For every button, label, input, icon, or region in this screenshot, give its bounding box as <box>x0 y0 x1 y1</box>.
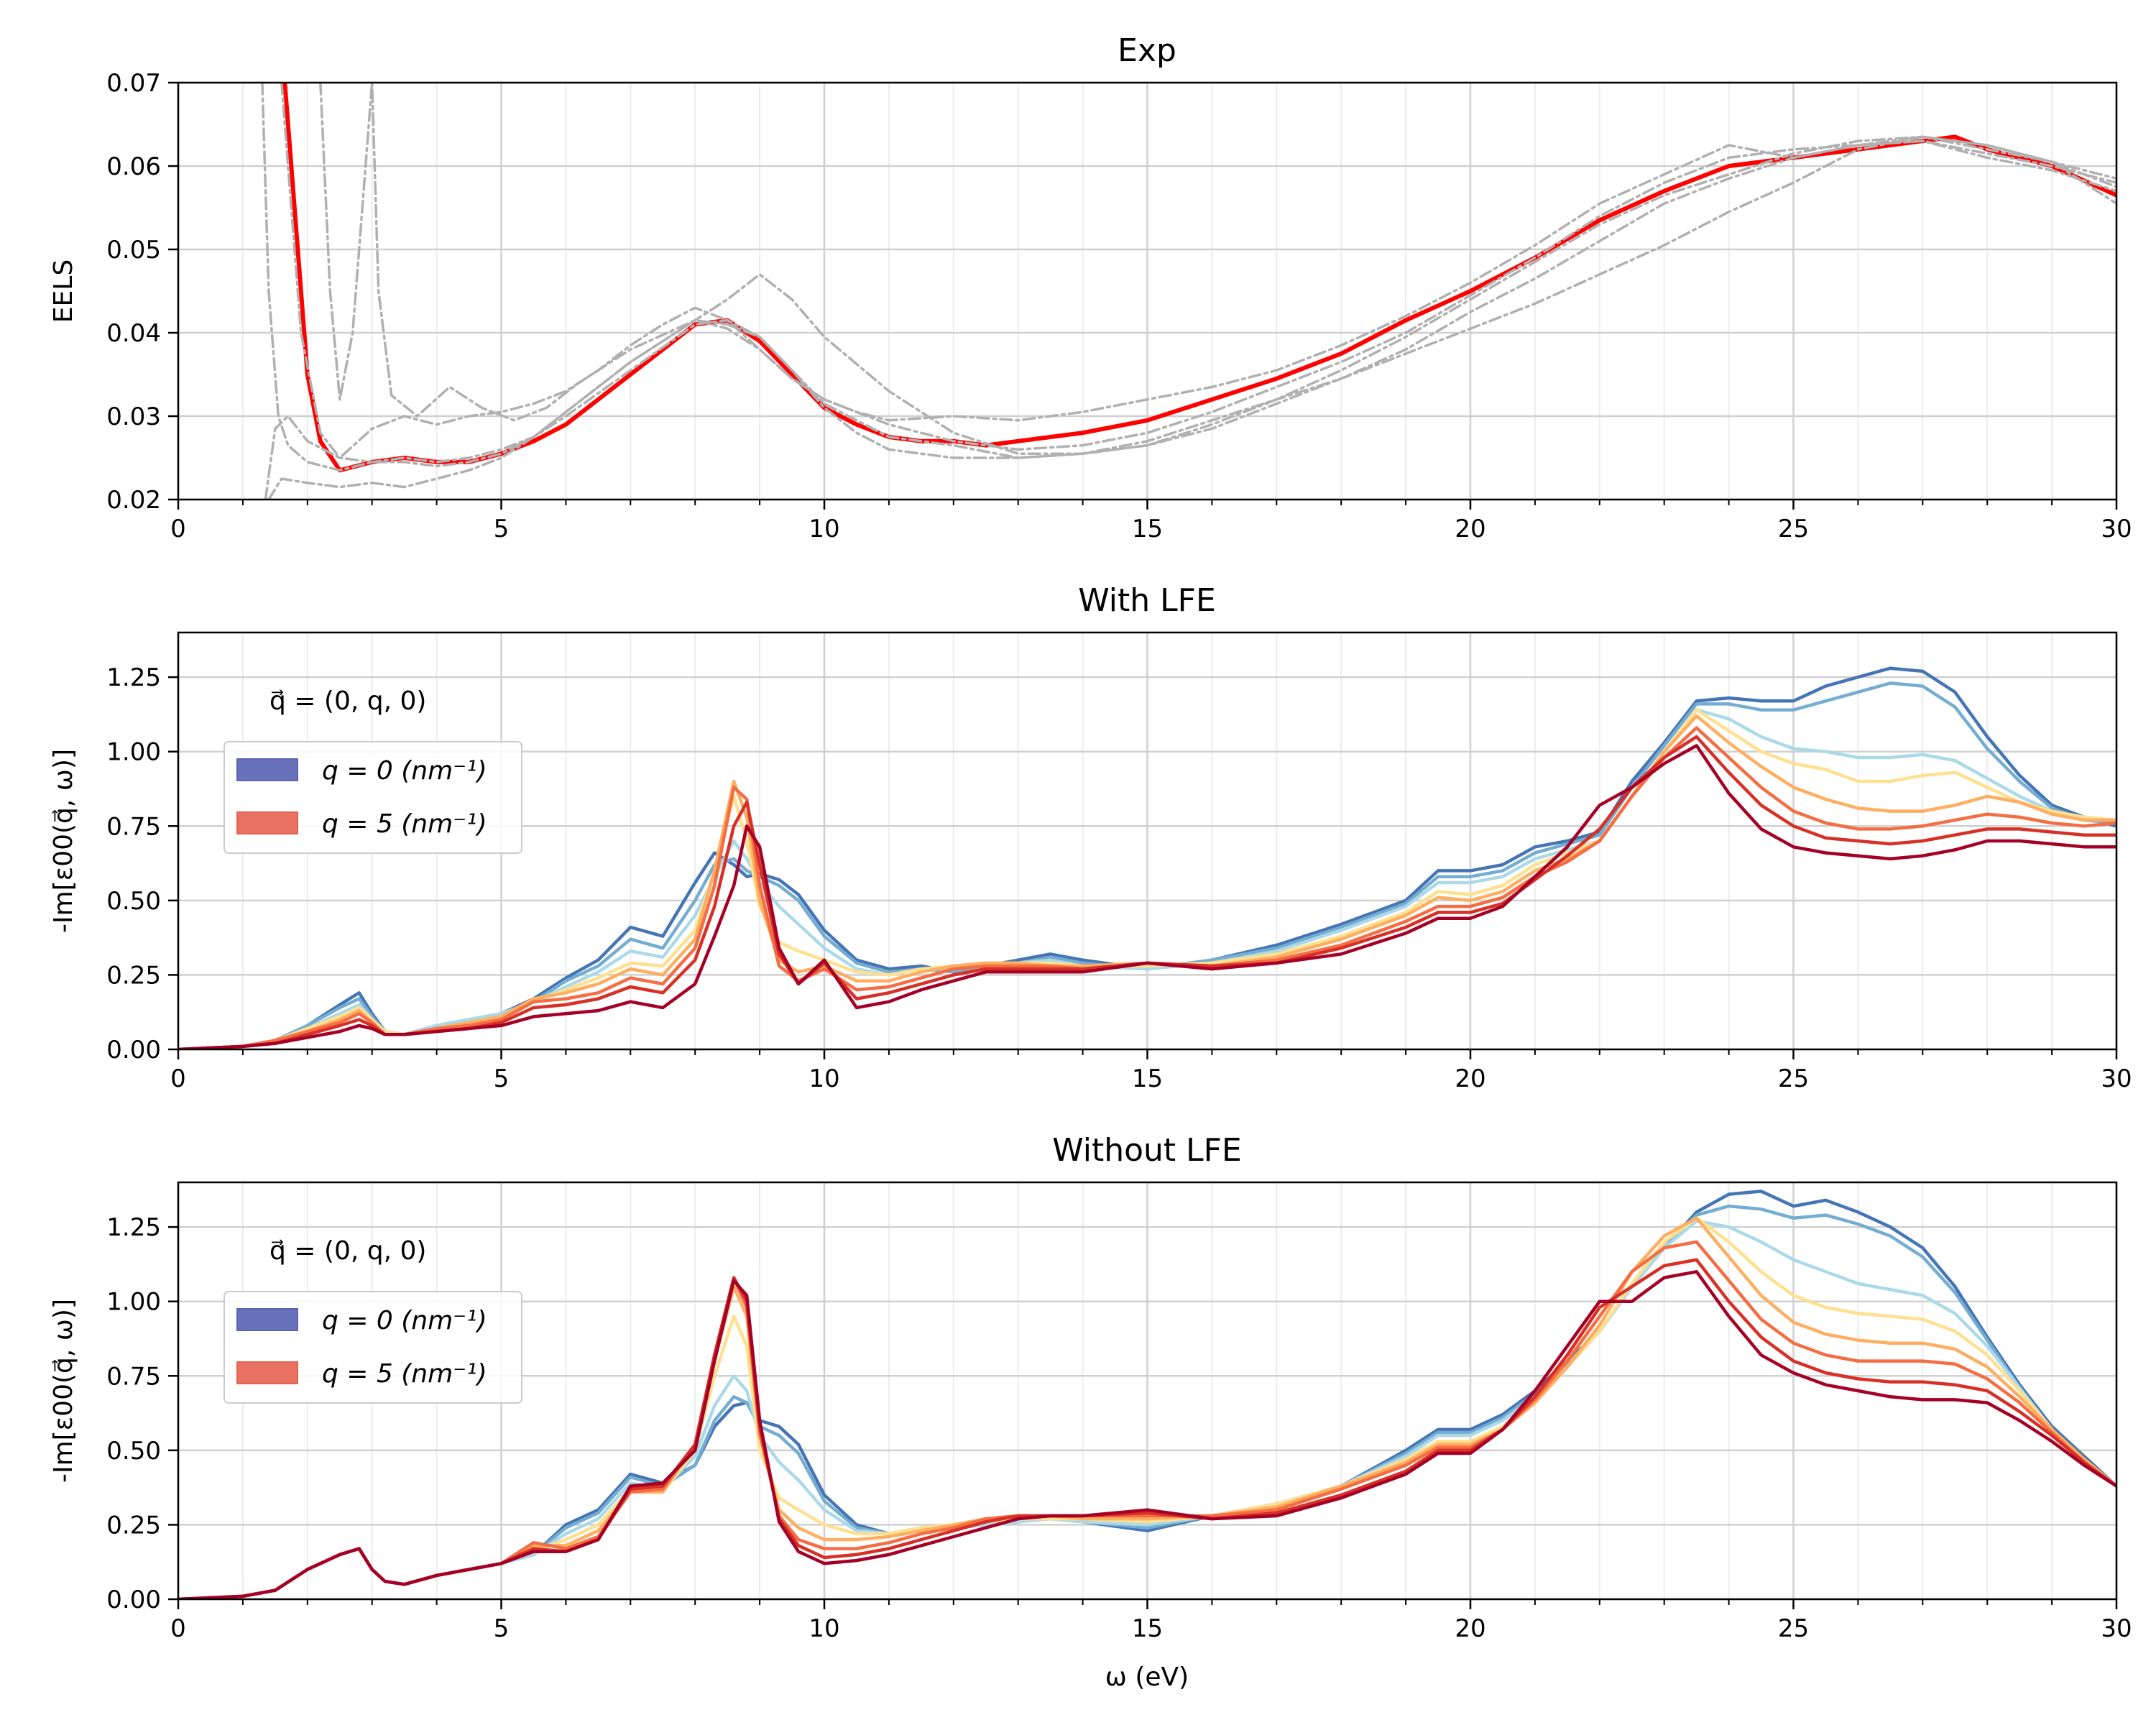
with-lfe-annotation: q⃗ = (0, q, 0) <box>270 686 426 716</box>
legend-label-q5: q = 5 (nm⁻¹) <box>322 809 487 839</box>
exp-series-line-6 <box>319 83 2116 451</box>
with-lfe-legend: q = 0 (nm⁻¹) q = 5 (nm⁻¹) <box>224 741 522 854</box>
with-lfe-ytick-label: 0.50 <box>106 887 161 916</box>
panel-with-lfe: 0 5 10 15 20 25 30 0.00 0.25 0.50 0.75 1.00 1.25 Wit… <box>49 582 2132 1093</box>
without-lfe-legend: q = 0 (nm⁻¹) q = 5 (nm⁻¹) <box>224 1291 522 1404</box>
exp-xtick-label: 20 <box>1455 515 1485 543</box>
exp-xtick-label: 15 <box>1132 515 1163 543</box>
without-lfe-xtick-label: 5 <box>494 1614 510 1643</box>
with-lfe-xtick-label: 0 <box>170 1064 186 1093</box>
exp-ytick-label: 0.02 <box>106 486 161 515</box>
with-lfe-xtick-label: 5 <box>494 1064 510 1093</box>
exp-series-line-3 <box>261 83 2116 472</box>
without-lfe-ytick-label: 1.00 <box>106 1288 161 1317</box>
with-lfe-ticks: 0 5 10 15 20 25 30 0.00 0.25 0.50 0.75 1.00 1.25 <box>106 663 2132 1093</box>
exp-ytick-label: 0.06 <box>106 152 161 181</box>
without-lfe-annotation: q⃗ = (0, q, 0) <box>270 1236 426 1266</box>
exp-series-line-2 <box>264 139 2116 500</box>
legend-label-q5: q = 5 (nm⁻¹) <box>322 1359 487 1389</box>
exp-title: Exp <box>1118 32 1176 69</box>
with-lfe-series-line-6 <box>178 726 2116 1049</box>
without-lfe-title: Without LFE <box>1052 1132 1242 1169</box>
exp-ytick-label: 0.03 <box>106 402 161 431</box>
with-lfe-series-line-8 <box>178 744 2116 1049</box>
with-lfe-xtick-label: 30 <box>2101 1064 2132 1093</box>
legend-label-q0: q = 0 (nm⁻¹) <box>322 1306 487 1335</box>
exp-xtick-label: 30 <box>2101 515 2132 543</box>
panel-without-lfe: 0 5 10 15 20 25 30 0.00 0.25 0.50 0.75 1.00 1.25 Wit… <box>49 1132 2132 1692</box>
exp-grid <box>177 81 2118 501</box>
without-lfe-ytick-label: 0.25 <box>106 1511 161 1540</box>
with-lfe-ylabel: -Im[ε00(q⃗, ω)] <box>49 749 78 933</box>
exp-xtick-label: 10 <box>808 515 839 543</box>
without-lfe-xtick-label: 0 <box>170 1614 186 1643</box>
without-lfe-xtick-label: 20 <box>1455 1614 1485 1643</box>
without-lfe-xtick-label: 25 <box>1778 1614 1809 1643</box>
panel-exp: 0 5 10 15 20 25 30 0.02 0.03 0.04 0.05 0.06 0.07 Exp… <box>49 32 2132 543</box>
with-lfe-xtick-label: 10 <box>808 1064 839 1093</box>
without-lfe-ytick-label: 0.50 <box>106 1437 161 1466</box>
legend-swatch-q0 <box>236 758 298 781</box>
without-lfe-ytick-label: 1.25 <box>106 1213 161 1242</box>
legend-box <box>224 741 522 854</box>
without-lfe-xtick-label: 15 <box>1132 1614 1163 1643</box>
exp-ylabel: EELS <box>49 259 78 323</box>
with-lfe-xtick-label: 20 <box>1455 1064 1485 1093</box>
with-lfe-ytick-label: 0.75 <box>106 812 161 841</box>
with-lfe-xtick-label: 15 <box>1132 1064 1163 1093</box>
exp-series <box>261 83 2116 500</box>
legend-swatch-q5 <box>236 811 298 834</box>
with-lfe-ytick-label: 1.25 <box>106 663 161 692</box>
legend-box <box>224 1291 522 1404</box>
exp-xtick-label: 5 <box>494 515 510 543</box>
legend-swatch-q5 <box>236 1361 298 1384</box>
exp-series-line-4 <box>267 135 2116 500</box>
without-lfe-xtick-label: 10 <box>808 1614 839 1643</box>
exp-ytick-label: 0.05 <box>106 236 161 264</box>
without-lfe-ytick-label: 0.00 <box>106 1586 161 1614</box>
without-lfe-series <box>178 1190 2116 1599</box>
exp-series-line-1 <box>282 83 2116 473</box>
without-lfe-xtick-label: 30 <box>2101 1614 2132 1643</box>
legend-label-q0: q = 0 (nm⁻¹) <box>322 756 487 786</box>
with-lfe-xtick-label: 25 <box>1778 1064 1809 1093</box>
with-lfe-title: With LFE <box>1078 582 1216 619</box>
legend-swatch-q0 <box>236 1308 298 1331</box>
without-lfe-series-line-8 <box>178 1270 2116 1599</box>
exp-xtick-label: 0 <box>170 515 186 543</box>
exp-ytick-label: 0.04 <box>106 319 161 348</box>
with-lfe-series <box>178 666 2116 1049</box>
without-lfe-ticks: 0 5 10 15 20 25 30 0.00 0.25 0.50 0.75 1.00 1.25 <box>106 1213 2132 1643</box>
with-lfe-ytick-label: 0.25 <box>106 961 161 990</box>
without-lfe-ylabel: -Im[ε00(q⃗, ω)] <box>49 1299 78 1483</box>
exp-ytick-label: 0.07 <box>106 69 161 98</box>
without-lfe-xlabel: ω (eV) <box>1105 1662 1189 1692</box>
with-lfe-series-line-5 <box>178 714 2116 1049</box>
with-lfe-ytick-label: 1.00 <box>106 738 161 767</box>
exp-xtick-label: 25 <box>1778 515 1809 543</box>
exp-series-line-5 <box>280 83 2116 464</box>
without-lfe-ytick-label: 0.75 <box>106 1362 161 1391</box>
exp-ticks: 0 5 10 15 20 25 30 0.02 0.03 0.04 0.05 0.06 0.07 <box>106 69 2132 543</box>
with-lfe-ytick-label: 0.00 <box>106 1036 161 1064</box>
